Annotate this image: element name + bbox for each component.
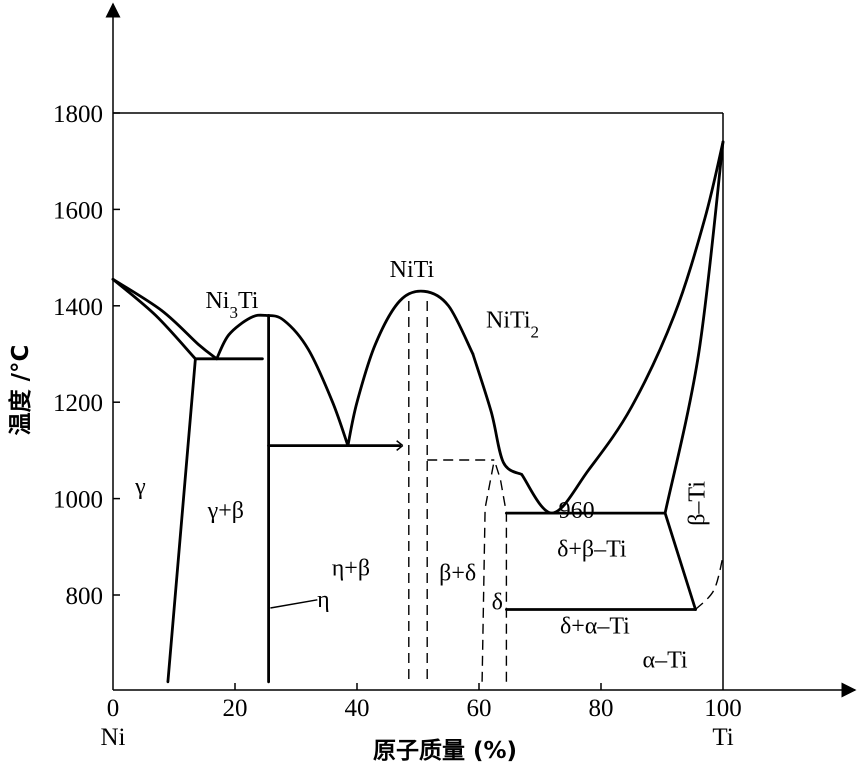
liquidus-segment-3 (471, 352, 524, 476)
x-tick-label: 40 (345, 695, 370, 722)
axes-group (105, 2, 857, 698)
y-tick-label: 1800 (53, 101, 103, 128)
endpoint-right-label: Ti (712, 724, 733, 751)
phase-label: γ (134, 474, 146, 500)
x-tick-label: 80 (589, 695, 614, 722)
phase-label: NiTi (390, 257, 435, 283)
solidus-gamma-line (111, 277, 197, 361)
x-tick-label: 20 (223, 695, 248, 722)
y-tick-label: 1600 (53, 197, 103, 224)
delta-right-dashed-line (493, 459, 508, 682)
axis-titles: 原子质量 (%) 温度 /°C (7, 345, 517, 764)
phase-labels: γ γ+β η+β β+δ δ 960 δ+β–Ti δ+α–Ti α–Ti β–Ti η NiTi N… (134, 257, 711, 673)
y-tick-label: 1200 (53, 390, 103, 417)
liquidus-segment-1 (215, 313, 350, 447)
phase-label: 960 (559, 498, 595, 524)
y-tick-label: 1000 (53, 487, 103, 514)
phase-label: η+β (332, 556, 370, 582)
phase-label: η (317, 587, 330, 613)
y-tick-label: 800 (66, 583, 104, 610)
phase-label: β+δ (439, 561, 476, 587)
phase-boundaries (111, 140, 725, 684)
niti-marker (396, 440, 404, 451)
phase-label: α–Ti (643, 647, 688, 673)
phase-label: δ+β–Ti (557, 536, 627, 562)
x-tick-label: 100 (704, 695, 742, 722)
beta-ti-solvus-line (663, 511, 697, 611)
alpha-ti-dashed-line (694, 556, 724, 610)
endpoint-left-label: Ni (101, 724, 126, 751)
plot-frame (113, 112, 724, 690)
phase-label: NiTi2 (486, 307, 539, 341)
beta-ti-solidus-line (663, 140, 725, 515)
eta-leader-line (270, 599, 318, 609)
y-tick-label: 1400 (53, 294, 103, 321)
phase-label: β–Ti (685, 481, 711, 526)
delta-left-dashed-line (481, 459, 495, 682)
liquidus-segment-4 (520, 140, 725, 515)
phase-label: δ (492, 589, 503, 615)
solvus-gamma-line (166, 357, 197, 684)
y-axis-title: 温度 /°C (7, 345, 34, 436)
liquidus-segment-2 (346, 289, 475, 447)
x-tick-label: 60 (467, 695, 492, 722)
phase-label: γ+β (207, 498, 244, 524)
liquidus-segment-0 (111, 277, 219, 361)
x-axis-title: 原子质量 (%) (373, 738, 517, 764)
x-tick-label: 0 (107, 695, 120, 722)
phase-label: δ+α–Ti (560, 614, 630, 640)
phase-label: Ni3Ti (205, 288, 258, 322)
